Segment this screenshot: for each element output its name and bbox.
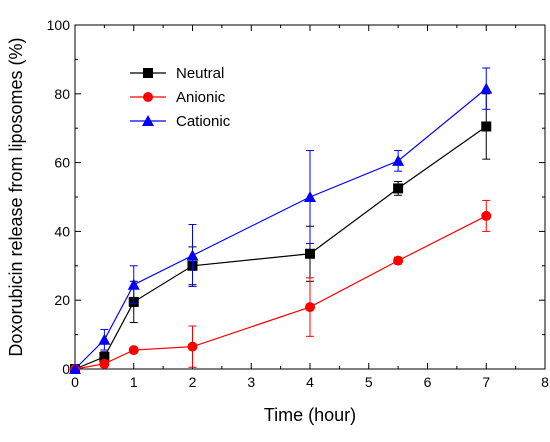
x-tick-label: 4: [306, 374, 314, 390]
x-tick-label: 7: [482, 374, 490, 390]
x-tick-label: 6: [424, 374, 432, 390]
y-tick-label: 80: [54, 86, 70, 102]
data-point: [98, 333, 111, 345]
legend-item-neutral: Neutral: [130, 65, 224, 82]
y-tick-label: 20: [54, 292, 70, 308]
x-tick-label: 3: [247, 374, 255, 390]
data-point: [69, 363, 81, 374]
data-point: [186, 249, 199, 261]
data-point: [393, 183, 404, 194]
y-tick-labels: 0 20 40 60 80 100: [47, 17, 71, 377]
y-tick-label: 40: [54, 223, 70, 239]
data-point: [99, 358, 110, 369]
series-line: [74, 88, 487, 370]
data-point: [393, 255, 404, 266]
data-point: [305, 302, 315, 313]
legend-item-anionic: Anionic: [130, 89, 226, 106]
x-tick-label: 8: [541, 374, 549, 390]
data-point: [304, 191, 316, 202]
legend-label: Cationic: [176, 113, 231, 130]
data-point: [99, 351, 110, 362]
axis-ticks: [74, 24, 546, 370]
legend-marker: [143, 92, 153, 102]
data-point: [481, 121, 492, 132]
series-anionic: [70, 199, 492, 374]
data-point: [392, 154, 405, 166]
y-tick-label: 0: [62, 361, 70, 377]
x-tick-label: 2: [189, 374, 197, 390]
legend: Neutral Anionic Cationic: [130, 65, 231, 130]
legend-label: Anionic: [176, 89, 226, 106]
data-point: [305, 248, 315, 259]
y-axis-label: Doxorubicin release from liposomes (%): [6, 37, 26, 356]
data-point: [187, 341, 198, 352]
data-point: [128, 345, 139, 356]
series-cationic: [69, 67, 493, 374]
legend-label: Neutral: [176, 65, 224, 82]
legend-marker: [143, 68, 153, 78]
legend-marker: [142, 115, 154, 126]
data-point: [127, 278, 140, 290]
x-tick-label: 1: [130, 374, 138, 390]
x-tick-labels: 0 1 2 3 4 5 6 7 8: [71, 374, 549, 390]
x-tick-label: 0: [71, 374, 79, 390]
legend-item-cationic: Cationic: [130, 113, 231, 130]
x-tick-label: 5: [365, 374, 373, 390]
y-tick-label: 100: [47, 17, 71, 33]
data-point: [480, 82, 493, 94]
x-axis-label: Time (hour): [264, 405, 356, 425]
series-layer: [69, 67, 493, 374]
data-point: [481, 210, 492, 221]
y-tick-label: 60: [54, 155, 70, 171]
